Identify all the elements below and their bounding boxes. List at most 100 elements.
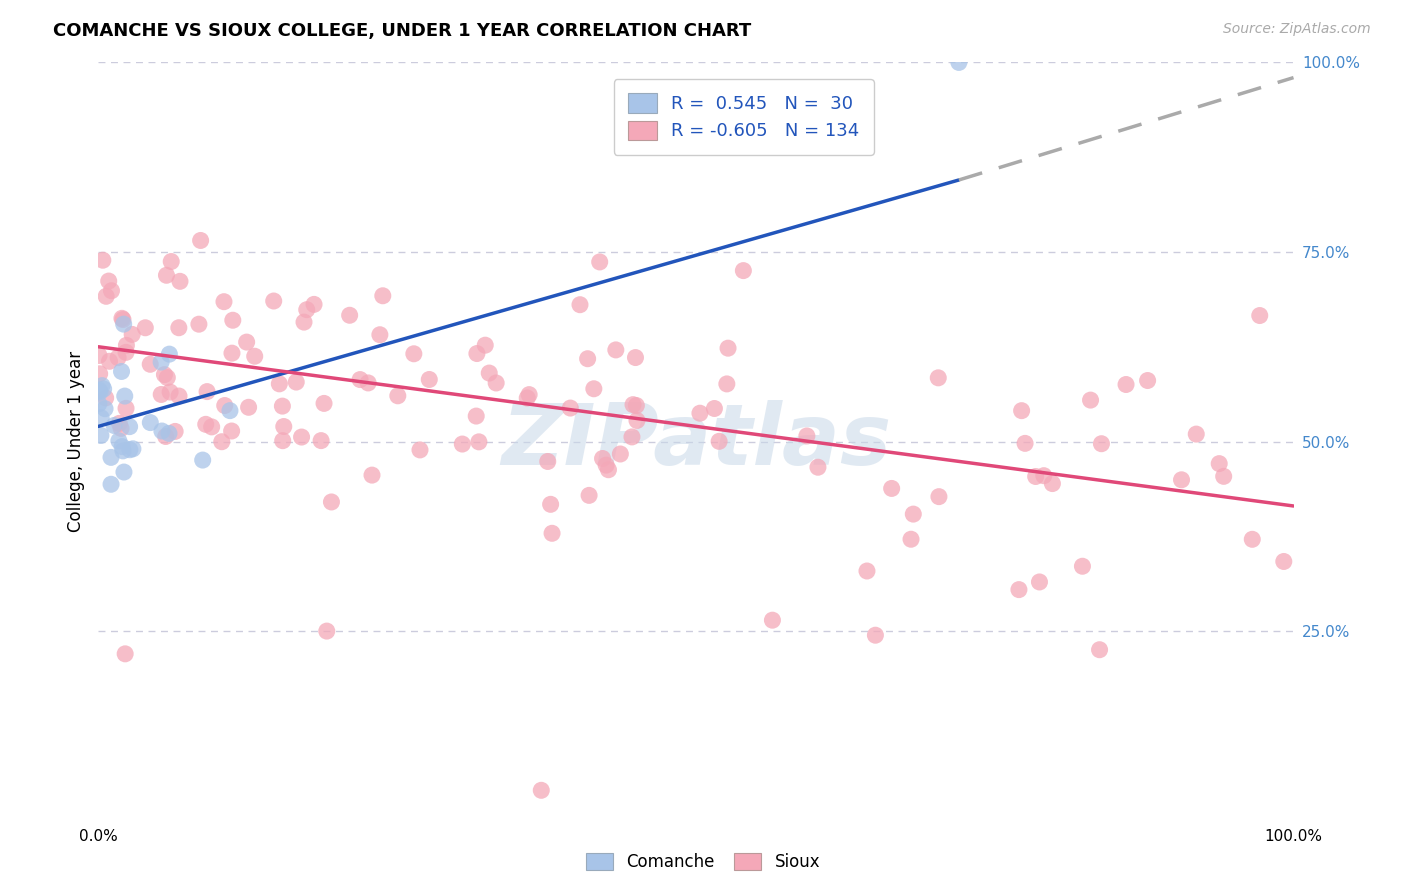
Point: [114, 647, 136, 661]
Point: [111, 443, 134, 458]
Point: [295, 302, 318, 317]
Point: [468, 434, 491, 449]
Text: COMANCHE VS SIOUX COLLEGE, UNDER 1 YEAR CORRELATION CHART: COMANCHE VS SIOUX COLLEGE, UNDER 1 YEAR …: [53, 22, 752, 40]
Point: [87, 383, 110, 397]
Legend: Comanche, Sioux: Comanche, Sioux: [578, 845, 828, 880]
Point: [626, 399, 648, 413]
Point: [108, 434, 131, 448]
Point: [214, 399, 236, 413]
Point: [856, 564, 879, 578]
Point: [1088, 642, 1111, 657]
Point: [928, 490, 950, 504]
Point: [89, 367, 111, 381]
Point: [285, 375, 308, 389]
Point: [100, 477, 122, 491]
Point: [796, 429, 818, 443]
Point: [111, 312, 134, 326]
Point: [190, 234, 212, 248]
Point: [114, 389, 136, 403]
Point: [315, 624, 337, 639]
Point: [485, 376, 508, 390]
Point: [91, 253, 114, 268]
Point: [121, 327, 143, 342]
Point: [94, 401, 117, 416]
Point: [540, 497, 562, 511]
Point: [115, 345, 138, 359]
Point: [211, 434, 233, 449]
Point: [91, 378, 114, 392]
Point: [219, 403, 242, 417]
Point: [87, 397, 110, 411]
Point: [108, 417, 131, 431]
Point: [1042, 476, 1064, 491]
Point: [111, 440, 134, 454]
Point: [761, 613, 783, 627]
Point: [191, 453, 214, 467]
Point: [243, 349, 266, 363]
Point: [156, 370, 179, 384]
Point: [273, 419, 295, 434]
Point: [474, 338, 496, 352]
Point: [157, 426, 180, 441]
Point: [87, 384, 110, 398]
Point: [357, 376, 380, 390]
Point: [93, 382, 115, 396]
Point: [1115, 377, 1137, 392]
Point: [122, 442, 145, 456]
Point: [624, 351, 647, 365]
Point: [100, 450, 122, 465]
Point: [592, 451, 614, 466]
Point: [107, 351, 129, 365]
Y-axis label: College, Under 1 year: College, Under 1 year: [66, 351, 84, 533]
Point: [89, 384, 111, 399]
Point: [150, 424, 173, 438]
Point: [1014, 436, 1036, 450]
Point: [263, 293, 285, 308]
Point: [97, 274, 120, 288]
Point: [1071, 559, 1094, 574]
Point: [111, 311, 134, 326]
Point: [1249, 309, 1271, 323]
Point: [153, 368, 176, 382]
Point: [169, 274, 191, 288]
Point: [112, 317, 135, 331]
Point: [155, 429, 177, 443]
Point: [271, 434, 294, 448]
Point: [900, 533, 922, 547]
Point: [689, 406, 711, 420]
Point: [560, 401, 582, 415]
Point: [290, 430, 312, 444]
Point: [221, 424, 243, 438]
Point: [621, 398, 644, 412]
Point: [537, 454, 560, 468]
Point: [716, 376, 738, 391]
Point: [903, 507, 925, 521]
Point: [112, 465, 135, 479]
Point: [465, 346, 488, 360]
Point: [94, 391, 117, 405]
Point: [187, 317, 209, 331]
Point: [302, 297, 325, 311]
Point: [194, 417, 217, 432]
Point: [238, 401, 260, 415]
Point: [465, 409, 488, 423]
Point: [478, 366, 501, 380]
Point: [118, 419, 141, 434]
Point: [150, 355, 173, 369]
Point: [98, 354, 121, 368]
Point: [703, 401, 725, 416]
Point: [595, 458, 617, 472]
Point: [212, 294, 235, 309]
Legend: R =  0.545   N =  30, R = -0.605   N = 134: R = 0.545 N = 30, R = -0.605 N = 134: [613, 79, 875, 155]
Point: [402, 347, 425, 361]
Point: [150, 387, 173, 401]
Point: [1008, 582, 1031, 597]
Point: [371, 289, 394, 303]
Point: [167, 389, 190, 403]
Point: [541, 526, 564, 541]
Point: [620, 430, 643, 444]
Point: [589, 255, 612, 269]
Point: [349, 373, 371, 387]
Point: [361, 468, 384, 483]
Point: [578, 488, 600, 502]
